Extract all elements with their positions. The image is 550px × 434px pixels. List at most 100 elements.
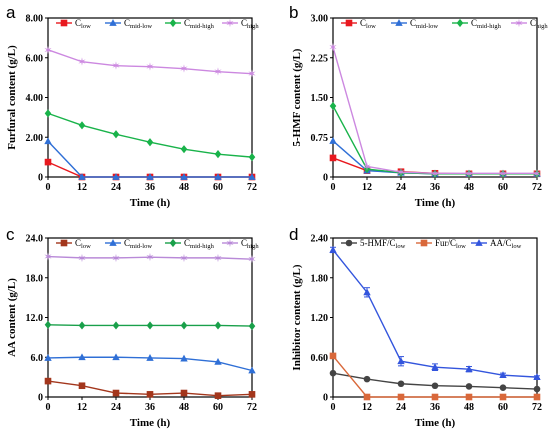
legend-label-sub: low: [366, 23, 376, 30]
legend-label-sub: high: [247, 23, 259, 30]
legend-label-sub: mid-low: [130, 243, 152, 250]
series-line: [332, 46, 537, 174]
x-axis-label: Time (h): [415, 417, 456, 429]
legend-label: Chigh: [530, 18, 548, 30]
legend-entry: ✶ Chigh: [222, 17, 259, 30]
data-point: [465, 365, 473, 373]
legend-entry: Clow: [341, 18, 376, 30]
x-tick-label: 48: [179, 182, 189, 193]
data-point: ✶: [43, 251, 52, 264]
legend-label-sub: mid-low: [130, 23, 152, 30]
data-point: ✶: [145, 251, 154, 264]
series-line: [47, 140, 252, 178]
legend-label: Cmid-low: [124, 18, 152, 30]
data-point: [146, 391, 154, 398]
series-c-low: [44, 377, 256, 399]
legend-label-main: C: [124, 18, 130, 28]
x-tick-label: 36: [145, 182, 155, 193]
data-point: ✶: [464, 167, 473, 180]
data-point: [180, 321, 188, 330]
data-point: [78, 173, 86, 180]
x-tick-label: 12: [362, 402, 372, 413]
data-point: [363, 393, 371, 401]
data-point: ✶: [179, 63, 188, 76]
data-point: ✶: [111, 252, 120, 265]
data-point: [397, 393, 405, 401]
legend-entry: 5-HMF/Clow: [341, 238, 406, 250]
legend-label-sub: high: [247, 243, 259, 250]
y-tick-label: 2.25: [311, 53, 329, 64]
data-point: ✶: [328, 41, 337, 54]
series-c-high: ✶ ✶ ✶ ✶ ✶ ✶ ✶: [328, 41, 541, 180]
plot-frame: [332, 237, 538, 398]
legend-label-main: C: [124, 238, 130, 248]
legend-entry: Cmid-low: [105, 238, 152, 250]
x-axis-label: Time (h): [130, 417, 171, 429]
data-point: [44, 109, 52, 118]
legend-label: Chigh: [241, 238, 259, 250]
panel-letter: d: [289, 225, 298, 244]
data-point: [214, 392, 222, 399]
x-tick-label: 24: [111, 402, 121, 413]
y-tick-label: 4.00: [26, 93, 44, 104]
data-point: [44, 377, 52, 385]
data-point: [214, 150, 222, 159]
data-point: [329, 137, 337, 144]
data-point: [431, 393, 439, 401]
data-point: ✶: [213, 252, 222, 265]
data-point: [248, 173, 256, 180]
legend-marker: [475, 239, 483, 246]
legend-label-sub: mid-high: [190, 23, 215, 30]
data-point: [78, 353, 86, 361]
legend-marker: [420, 239, 428, 247]
legend-label: Chigh: [241, 18, 259, 30]
data-point: [112, 130, 120, 139]
legend-label-main: C: [241, 18, 247, 28]
data-point: [214, 173, 222, 180]
legend-label: Fur/Clow: [435, 238, 466, 250]
data-point: [44, 320, 52, 329]
x-tick-label: 72: [532, 402, 542, 413]
legend-entry: AA/Clow: [471, 238, 522, 250]
data-point: [397, 380, 405, 388]
y-tick-label: 3.00: [311, 14, 329, 25]
data-point: ✶: [179, 252, 188, 265]
legend-marker: [60, 19, 68, 27]
y-tick-label: 0.60: [311, 353, 329, 364]
x-tick-label: 24: [396, 182, 406, 193]
panel-b: b 0 12 24 36 48 60 72 0 0.75 1.50 2.25 3.00 Time (h) 5…: [289, 3, 548, 209]
legend-marker: [169, 238, 177, 248]
y-axis-label: AA content (g/L): [6, 278, 18, 357]
data-point: [363, 375, 371, 383]
legend-entry: Clow: [56, 238, 91, 250]
legend-label-main: C: [184, 238, 190, 248]
legend-entry: Cmid-high: [165, 238, 215, 250]
data-point: [248, 366, 256, 374]
legend-marker: [345, 19, 353, 27]
legend-marker: [395, 19, 403, 26]
series-5hmfc-low: [329, 369, 541, 393]
legend-label: Clow: [360, 18, 376, 30]
data-point: [329, 369, 337, 377]
data-point: [214, 321, 222, 330]
data-point: [112, 389, 120, 397]
panel-letter: b: [289, 3, 298, 22]
legend-marker: [345, 239, 353, 247]
x-tick-label: 60: [498, 182, 508, 193]
legend-label-main: AA/C: [490, 238, 512, 248]
data-point: ✶: [43, 44, 52, 57]
legend-label-sub: low: [512, 243, 522, 250]
y-tick-label: 0: [323, 393, 328, 404]
x-tick-label: 0: [46, 402, 51, 413]
data-point: [214, 357, 222, 365]
x-tick-label: 60: [213, 182, 223, 193]
data-point: [329, 352, 337, 360]
x-tick-label: 0: [46, 182, 51, 193]
data-point: [499, 371, 507, 379]
y-axis-label: Furfural content (g/L): [6, 45, 18, 150]
legend-label-sub: high: [536, 23, 548, 30]
data-point: [146, 321, 154, 330]
legend-entry: Cmid-high: [165, 18, 215, 30]
series-line: [47, 49, 253, 75]
